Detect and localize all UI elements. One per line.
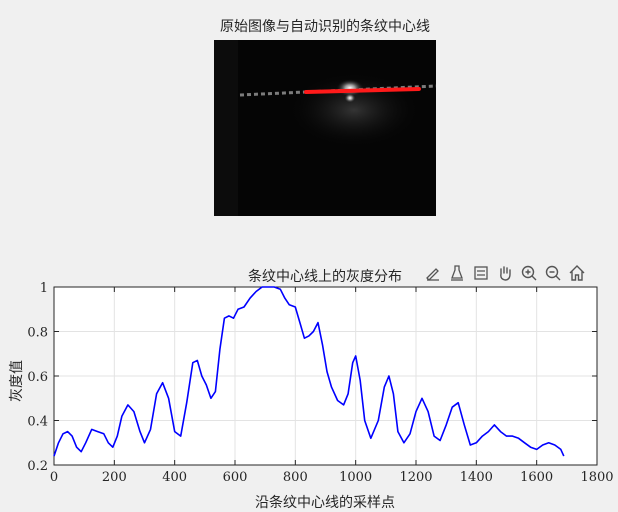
y-tick-label: 1 [40, 281, 48, 296]
y-tick-label: 0.8 [27, 326, 48, 341]
x-tick-label: 1000 [339, 470, 372, 485]
series-line [53, 286, 565, 457]
y-tick-label: 0.2 [27, 459, 48, 474]
x-tick-label: 800 [283, 470, 308, 485]
plot-frame [53, 286, 598, 466]
gray-profile-chart: 0 200 400 600 800 1000 1200 1400 1600 1800 0.2 0.4 0… [27, 281, 613, 485]
x-tick-label: 400 [162, 470, 187, 485]
zoom-in-icon[interactable] [518, 262, 540, 284]
axes-toolbar [422, 262, 588, 284]
data-tip-icon[interactable] [446, 262, 468, 284]
zoom-out-icon[interactable] [542, 262, 564, 284]
x-tick-label: 600 [223, 470, 248, 485]
plot-title: 条纹中心线上的灰度分布 [248, 269, 402, 285]
fringe-image-graphic [214, 40, 436, 216]
x-tick-label: 1600 [520, 470, 553, 485]
x-tick-label: 1200 [399, 470, 432, 485]
home-icon[interactable] [566, 262, 588, 284]
legend-icon[interactable] [470, 262, 492, 284]
x-tick-label: 1400 [460, 470, 493, 485]
y-tick-label: 0.4 [27, 415, 48, 430]
y-tick-label: 0.6 [27, 370, 48, 385]
x-tick-label: 200 [102, 470, 127, 485]
image-title: 原始图像与自动识别的条纹中心线 [220, 19, 430, 35]
x-tick-label: 1800 [580, 470, 613, 485]
pan-hand-icon[interactable] [494, 262, 516, 284]
original-image [214, 40, 436, 216]
brush-icon[interactable] [422, 262, 444, 284]
y-axis-label: 灰度值 [9, 360, 25, 402]
fringe-centerline [304, 87, 421, 94]
x-axis-label: 沿条纹中心线的采样点 [255, 495, 395, 511]
x-tick-label: 0 [50, 470, 58, 485]
